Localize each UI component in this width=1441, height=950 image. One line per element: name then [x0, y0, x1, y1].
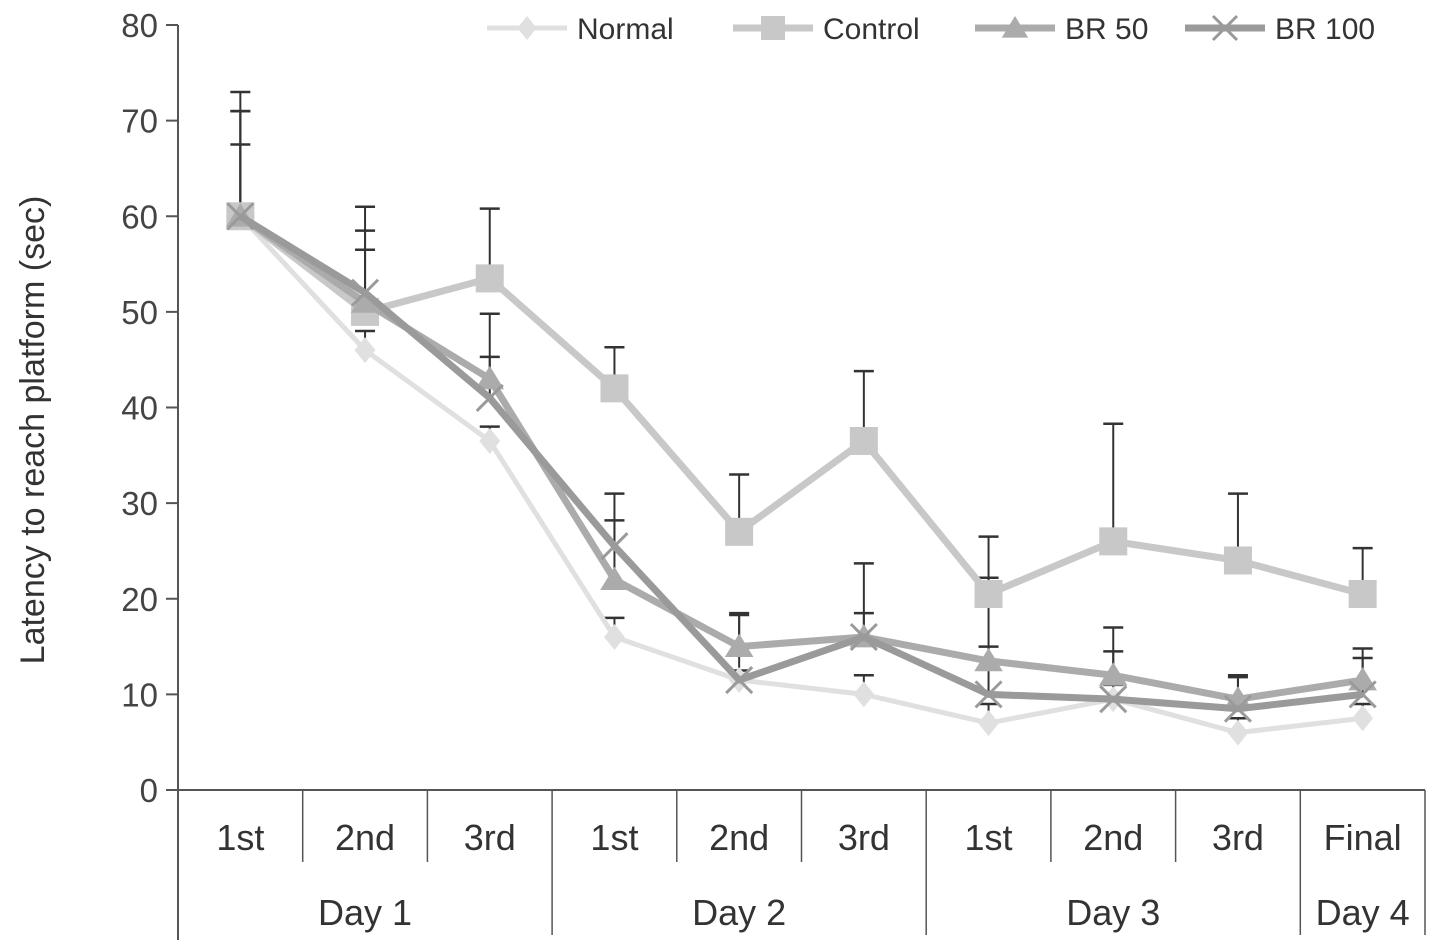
marker-triangle	[1001, 16, 1029, 38]
legend-label: BR 100	[1275, 13, 1375, 46]
marker-x	[1099, 685, 1128, 714]
marker-x-stroke	[1099, 685, 1128, 714]
marker-x	[974, 680, 1003, 709]
legend: Normal Control BR 50 BR 100	[487, 13, 1375, 46]
series-line	[238, 214, 1363, 736]
marker-triangle	[350, 289, 380, 313]
x-group-label: Day 1	[318, 892, 412, 933]
series-line	[238, 213, 1364, 598]
marker-x	[350, 278, 380, 307]
legend-item: Normal	[487, 13, 674, 46]
y-tick-label: 60	[121, 198, 158, 235]
marker-x-stroke	[849, 622, 878, 652]
y-axis-ticks: 0 10 20 30 40 50 60 70 80	[121, 7, 178, 809]
marker-triangle	[1098, 662, 1128, 686]
marker-x	[725, 665, 754, 695]
marker-diamond	[354, 337, 376, 364]
marker-square	[475, 264, 504, 293]
y-tick-label: 20	[121, 581, 158, 618]
marker-square	[761, 16, 785, 40]
marker-triangle	[475, 365, 505, 390]
marker-diamond	[853, 681, 875, 708]
series-group	[226, 202, 1377, 746]
legend-label: Control	[823, 13, 920, 46]
x-category-label: 2nd	[709, 817, 769, 858]
x-category-label: 2nd	[1083, 817, 1143, 858]
series-line	[238, 213, 1364, 703]
marker-x-stroke	[350, 278, 380, 307]
marker-diamond	[1352, 705, 1374, 732]
legend-item: Control	[733, 13, 920, 46]
legend-item: BR 50	[975, 13, 1148, 46]
marker-x-stroke	[1348, 680, 1377, 709]
series-br-100	[226, 202, 1377, 723]
x-category-label: 2nd	[335, 817, 395, 858]
marker-square	[849, 426, 878, 455]
marker-triangle	[1348, 667, 1377, 691]
marker-diamond	[479, 427, 501, 454]
y-tick-label: 80	[121, 7, 158, 44]
error-bars	[230, 90, 1373, 733]
series-normal	[229, 203, 1374, 746]
marker-square	[1223, 546, 1252, 575]
x-category-label: 3rd	[838, 817, 890, 858]
x-category-label: Final	[1324, 817, 1402, 858]
marker-x	[475, 383, 504, 412]
y-tick-label: 40	[121, 390, 158, 427]
x-category-label: 1st	[590, 817, 638, 858]
marker-x	[600, 532, 629, 561]
marker-diamond	[517, 16, 537, 40]
x-group-label: Day 2	[692, 892, 786, 933]
marker-x-stroke	[1211, 14, 1239, 42]
marker-diamond	[1227, 719, 1249, 746]
series-line	[238, 213, 1364, 713]
x-category-label: 3rd	[464, 817, 516, 858]
marker-x	[226, 202, 255, 231]
marker-triangle	[724, 633, 754, 657]
x-category-label: 3rd	[1212, 817, 1264, 858]
marker-x-stroke	[600, 532, 629, 561]
series-br-50	[226, 203, 1377, 710]
series-control	[226, 202, 1377, 608]
y-tick-label: 70	[121, 103, 158, 140]
x-group-label: Day 4	[1316, 892, 1410, 933]
marker-x	[1348, 680, 1377, 709]
marker-x	[1223, 694, 1253, 723]
legend-label: BR 50	[1065, 13, 1148, 46]
y-tick-label: 30	[121, 485, 158, 522]
marker-x-stroke	[1223, 694, 1253, 723]
marker-square	[600, 374, 629, 403]
legend-label: Normal	[577, 13, 674, 46]
x-category-label: 1st	[965, 817, 1013, 858]
marker-x-stroke	[974, 680, 1003, 709]
x-group-label: Day 3	[1066, 892, 1160, 933]
marker-square	[725, 517, 754, 546]
marker-square	[1348, 579, 1377, 608]
marker-diamond	[978, 710, 999, 737]
marker-x	[1211, 14, 1239, 42]
y-axis-label: Latency to reach platform (sec)	[14, 196, 52, 665]
marker-x-stroke	[475, 383, 504, 412]
marker-square	[1099, 527, 1128, 556]
marker-triangle	[974, 647, 1003, 672]
marker-triangle	[1223, 686, 1253, 710]
y-tick-label: 50	[121, 294, 158, 331]
marker-x-stroke	[725, 665, 754, 695]
y-tick-label: 0	[140, 772, 158, 809]
marker-diamond	[604, 624, 625, 650]
marker-x	[849, 622, 878, 652]
marker-triangle	[600, 566, 629, 591]
legend-item: BR 100	[1185, 13, 1375, 46]
marker-x-stroke	[226, 202, 255, 231]
y-tick-label: 10	[121, 676, 158, 713]
x-axis-categories: 1st 2nd 3rd 1st 2nd 3rd 1st 2nd 3rd Final Day 1 Day…	[216, 790, 1426, 935]
x-category-label: 1st	[216, 817, 264, 858]
marker-square	[974, 579, 1003, 608]
